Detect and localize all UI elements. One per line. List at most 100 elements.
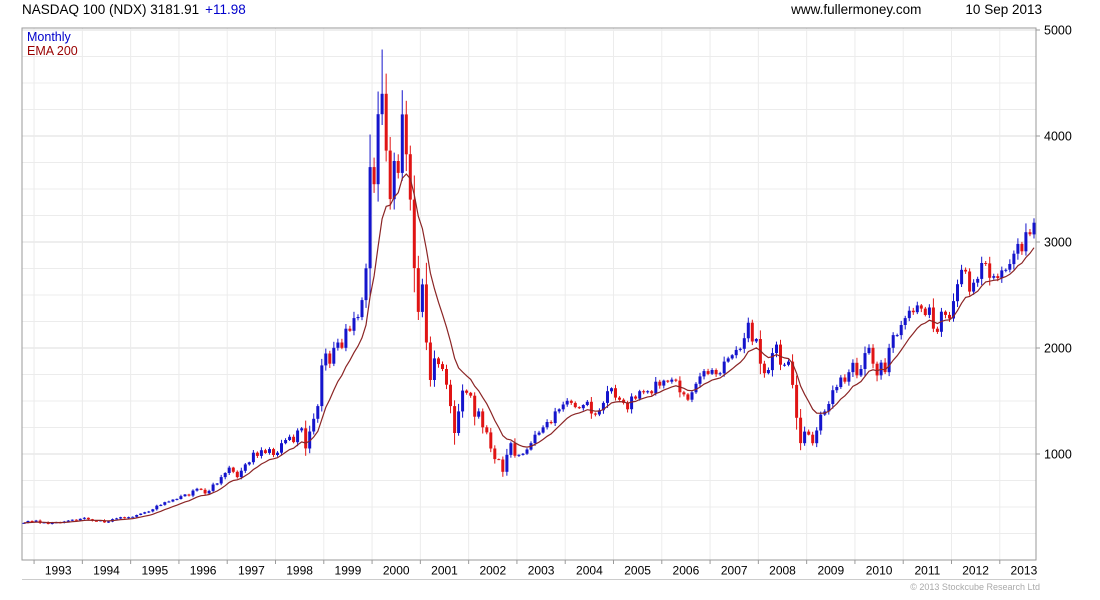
candle-body bbox=[944, 311, 947, 315]
candle-body bbox=[770, 353, 774, 371]
candle-body bbox=[360, 300, 364, 318]
legend-monthly-label: Monthly bbox=[27, 30, 71, 44]
candle-body bbox=[288, 436, 292, 440]
candle-body bbox=[74, 519, 78, 521]
candle-body bbox=[634, 396, 638, 399]
candle-body bbox=[630, 396, 634, 410]
candle-body bbox=[477, 411, 481, 417]
candle-body bbox=[895, 335, 899, 337]
copyright-label: © 2013 Stockcube Research Ltd bbox=[910, 582, 1040, 592]
candle-body bbox=[525, 449, 529, 454]
candle-body bbox=[82, 517, 86, 519]
candle-body bbox=[952, 301, 955, 319]
candle-body bbox=[388, 150, 392, 200]
candle-body bbox=[268, 449, 271, 453]
plot-border bbox=[21, 27, 1037, 561]
x-axis-year-label: 2006 bbox=[673, 564, 700, 578]
candle-body bbox=[493, 448, 497, 460]
candle-body bbox=[420, 284, 424, 312]
candle-body bbox=[1000, 270, 1004, 278]
candle-body bbox=[863, 353, 867, 369]
y-axis-tick-label: 3000 bbox=[1044, 236, 1072, 250]
candle-body bbox=[883, 362, 887, 373]
candle-body bbox=[968, 271, 972, 292]
y-axis-tick-label: 5000 bbox=[1044, 24, 1072, 38]
candle-body bbox=[601, 402, 605, 411]
candle-body bbox=[923, 308, 927, 315]
candle-body bbox=[593, 413, 597, 415]
website-label: www.fullermoney.com bbox=[791, 2, 922, 17]
candle-body bbox=[831, 390, 835, 404]
candle-body bbox=[694, 383, 698, 393]
candle-body bbox=[666, 380, 670, 382]
candle-body bbox=[107, 521, 110, 523]
candle-body bbox=[428, 342, 432, 380]
x-axis-year-label: 2008 bbox=[769, 564, 796, 578]
candle-body bbox=[702, 371, 706, 377]
candle-body bbox=[312, 418, 316, 432]
candle-body bbox=[404, 114, 408, 155]
candle-body bbox=[215, 483, 219, 485]
candle-body bbox=[903, 318, 907, 325]
candle-body bbox=[163, 502, 167, 505]
candle-body bbox=[461, 390, 465, 412]
candle-body bbox=[328, 353, 332, 364]
candle-body bbox=[191, 490, 195, 496]
candle-body bbox=[618, 397, 621, 400]
candle-body bbox=[416, 268, 420, 312]
candle-body bbox=[650, 391, 654, 394]
candle-body bbox=[103, 520, 106, 523]
candle-body bbox=[211, 484, 215, 491]
candle-body bbox=[231, 467, 235, 472]
candle-body bbox=[811, 434, 815, 444]
x-axis-year-label: 2005 bbox=[624, 564, 651, 578]
y-axis-tick-label: 1000 bbox=[1044, 448, 1072, 462]
candle-body bbox=[730, 355, 734, 359]
candle-body bbox=[1032, 222, 1036, 235]
candle-body bbox=[304, 428, 308, 449]
candle-body bbox=[239, 470, 243, 478]
candle-body bbox=[195, 488, 199, 491]
candle-body bbox=[855, 362, 859, 376]
candle-body bbox=[956, 284, 959, 302]
candle-body bbox=[296, 430, 300, 443]
candle-body bbox=[746, 322, 750, 339]
candle-body bbox=[320, 365, 324, 407]
candle-body bbox=[891, 335, 895, 348]
candle-body bbox=[626, 402, 630, 410]
candle-body bbox=[791, 361, 795, 385]
x-axis-year-label: 1998 bbox=[286, 564, 313, 578]
candle-body bbox=[976, 278, 980, 283]
candle-body bbox=[167, 501, 171, 503]
candle-body bbox=[553, 411, 557, 424]
candle-body bbox=[561, 404, 565, 410]
candle-body bbox=[597, 410, 601, 415]
candle-body bbox=[726, 358, 730, 362]
candle-body bbox=[911, 310, 915, 313]
candle-body bbox=[1028, 232, 1032, 235]
candle-body bbox=[557, 409, 561, 412]
candle-body bbox=[779, 344, 782, 365]
candle-body bbox=[569, 400, 573, 403]
candle-body bbox=[364, 268, 368, 301]
candle-body bbox=[549, 422, 553, 424]
x-axis-year-label: 1997 bbox=[238, 564, 265, 578]
candle-body bbox=[589, 401, 593, 414]
candle-body bbox=[424, 284, 428, 343]
date-label: 10 Sep 2013 bbox=[965, 2, 1042, 17]
candle-body bbox=[867, 347, 871, 354]
x-axis-year-label: 1996 bbox=[190, 564, 217, 578]
candle-body bbox=[469, 392, 473, 396]
x-axis-year-label: 2007 bbox=[721, 564, 748, 578]
candle-body bbox=[710, 370, 714, 374]
candle-body bbox=[243, 464, 247, 471]
candle-body bbox=[927, 307, 931, 315]
candle-body bbox=[408, 154, 412, 200]
candle-body bbox=[247, 462, 251, 465]
candle-body bbox=[980, 263, 984, 279]
candle-body bbox=[445, 369, 448, 385]
candle-body bbox=[722, 361, 726, 374]
candle-body bbox=[775, 344, 778, 354]
candle-body bbox=[159, 504, 163, 506]
candle-body bbox=[276, 452, 279, 455]
